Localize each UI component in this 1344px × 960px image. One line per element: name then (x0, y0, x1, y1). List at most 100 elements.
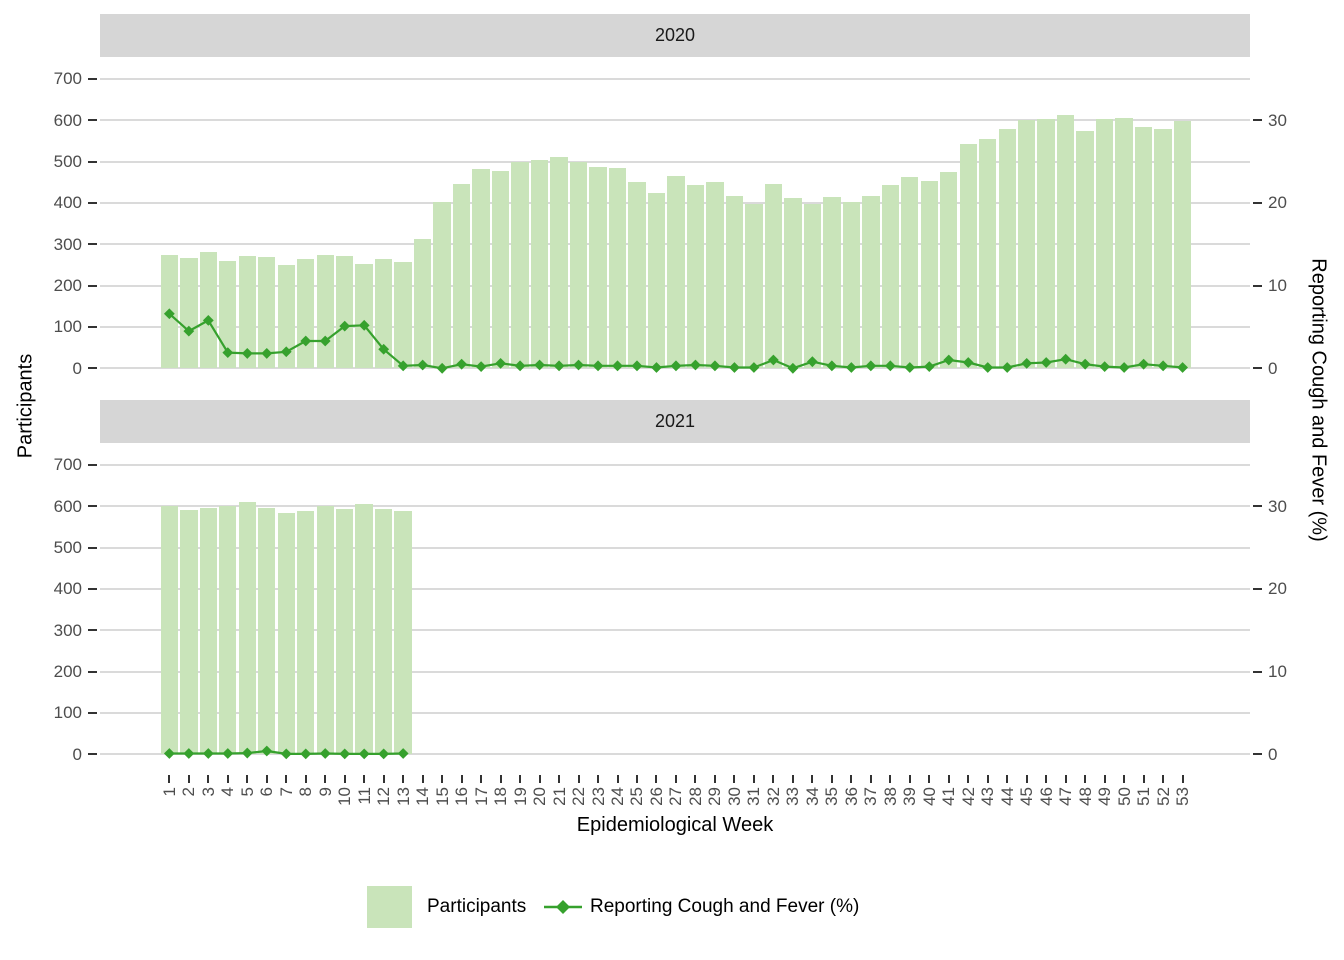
participants-bar (413, 238, 432, 369)
x-tick-mark (889, 775, 892, 783)
participants-bar (628, 182, 646, 369)
x-tick-mark (538, 775, 541, 783)
legend-line-label: Reporting Cough and Fever (%) (590, 896, 860, 917)
x-tick-label: 19 (510, 787, 530, 806)
y-tick-label: 700 (53, 455, 82, 475)
participants-bar (686, 185, 705, 369)
x-tick-label: 28 (685, 787, 705, 806)
x-tick-label: 4 (218, 787, 238, 797)
x-tick-mark (694, 775, 697, 783)
participants-bar (745, 203, 763, 369)
y2-tick-mark (1253, 753, 1262, 756)
x-tick-label: 2 (179, 787, 199, 797)
x-tick-label: 29 (705, 787, 725, 806)
participants-bar (1115, 118, 1133, 369)
y2-tick-label: 30 (1268, 496, 1287, 516)
x-tick-label: 13 (393, 787, 413, 806)
y-tick-label: 0 (72, 358, 82, 378)
participants-bar (1037, 119, 1055, 369)
x-tick-label: 46 (1036, 787, 1056, 806)
participants-bar (901, 176, 919, 369)
y2-tick-label: 30 (1268, 110, 1287, 130)
participants-bar (297, 511, 315, 755)
y2-tick-mark (1253, 201, 1262, 204)
participants-bar (1076, 131, 1094, 369)
y-tick-label: 500 (53, 152, 82, 172)
x-tick-label: 20 (530, 787, 550, 806)
x-tick-mark (1006, 775, 1009, 783)
y-gridline (100, 77, 1250, 80)
x-tick-label: 33 (783, 787, 803, 806)
x-tick-mark (343, 775, 346, 783)
x-tick-label: 39 (900, 787, 920, 806)
x-tick-mark (285, 775, 288, 783)
x-tick-label: 48 (1075, 787, 1095, 806)
y2-tick-mark (1253, 505, 1262, 508)
x-tick-mark (187, 775, 190, 783)
x-tick-mark (597, 775, 600, 783)
y-tick-label: 100 (53, 703, 82, 723)
x-tick-mark (830, 775, 833, 783)
participants-bar (959, 144, 977, 369)
y-tick-label: 600 (53, 110, 82, 130)
x-tick-mark (1045, 775, 1048, 783)
participants-bar (160, 254, 179, 369)
x-tick-label: 22 (569, 787, 589, 806)
y-tick-label: 500 (53, 538, 82, 558)
x-tick-label: 8 (296, 787, 316, 797)
x-tick-label: 31 (744, 787, 764, 806)
y2-tick-label: 20 (1268, 193, 1287, 213)
participants-bar (862, 196, 880, 369)
y2-tick-mark (1253, 119, 1262, 122)
x-tick-label: 9 (315, 787, 335, 797)
x-tick-mark (1123, 775, 1126, 783)
participants-bar (336, 508, 354, 755)
participants-bar (725, 195, 744, 369)
participants-bar (297, 259, 315, 369)
x-tick-label: 32 (763, 787, 783, 806)
x-tick-mark (304, 775, 307, 783)
y-tick-mark (88, 119, 97, 122)
x-tick-mark (713, 775, 716, 783)
y-tick-mark (88, 463, 97, 466)
x-tick-label: 15 (432, 787, 452, 806)
x-tick-mark (1025, 775, 1028, 783)
participants-bar (394, 510, 412, 755)
y-tick-label: 400 (53, 579, 82, 599)
x-tick-label: 26 (646, 787, 666, 806)
y-gridline (100, 505, 1250, 508)
participants-bar (784, 198, 802, 369)
x-tick-label: 3 (198, 787, 218, 797)
y-tick-label: 100 (53, 317, 82, 337)
x-tick-mark (869, 775, 872, 783)
y-tick-label: 200 (53, 662, 82, 682)
x-tick-mark (908, 775, 911, 783)
x-tick-mark (226, 775, 229, 783)
participants-bar (569, 162, 588, 369)
x-tick-mark (986, 775, 989, 783)
x-tick-mark (635, 775, 638, 783)
x-tick-label: 42 (958, 787, 978, 806)
y-tick-label: 300 (53, 620, 82, 640)
y2-tick-label: 10 (1268, 662, 1287, 682)
participants-bar (998, 128, 1016, 369)
participants-bar (1018, 120, 1036, 369)
x-tick-label: 12 (374, 787, 394, 806)
participants-bar (647, 193, 666, 369)
y-gridline (100, 753, 1250, 756)
y-tick-mark (88, 243, 97, 246)
x-tick-label: 51 (1134, 787, 1154, 806)
y-tick-mark (88, 367, 97, 370)
y-tick-mark (88, 160, 97, 163)
participants-bar (394, 262, 412, 369)
participants-bar (238, 256, 256, 369)
x-tick-mark (772, 775, 775, 783)
x-tick-mark (480, 775, 483, 783)
x-tick-mark (207, 775, 210, 783)
x-tick-label: 47 (1056, 787, 1076, 806)
x-tick-mark (1084, 775, 1087, 783)
y-tick-label: 200 (53, 276, 82, 296)
x-tick-label: 50 (1114, 787, 1134, 806)
x-tick-label: 18 (491, 787, 511, 806)
y-gridline (100, 587, 1250, 590)
